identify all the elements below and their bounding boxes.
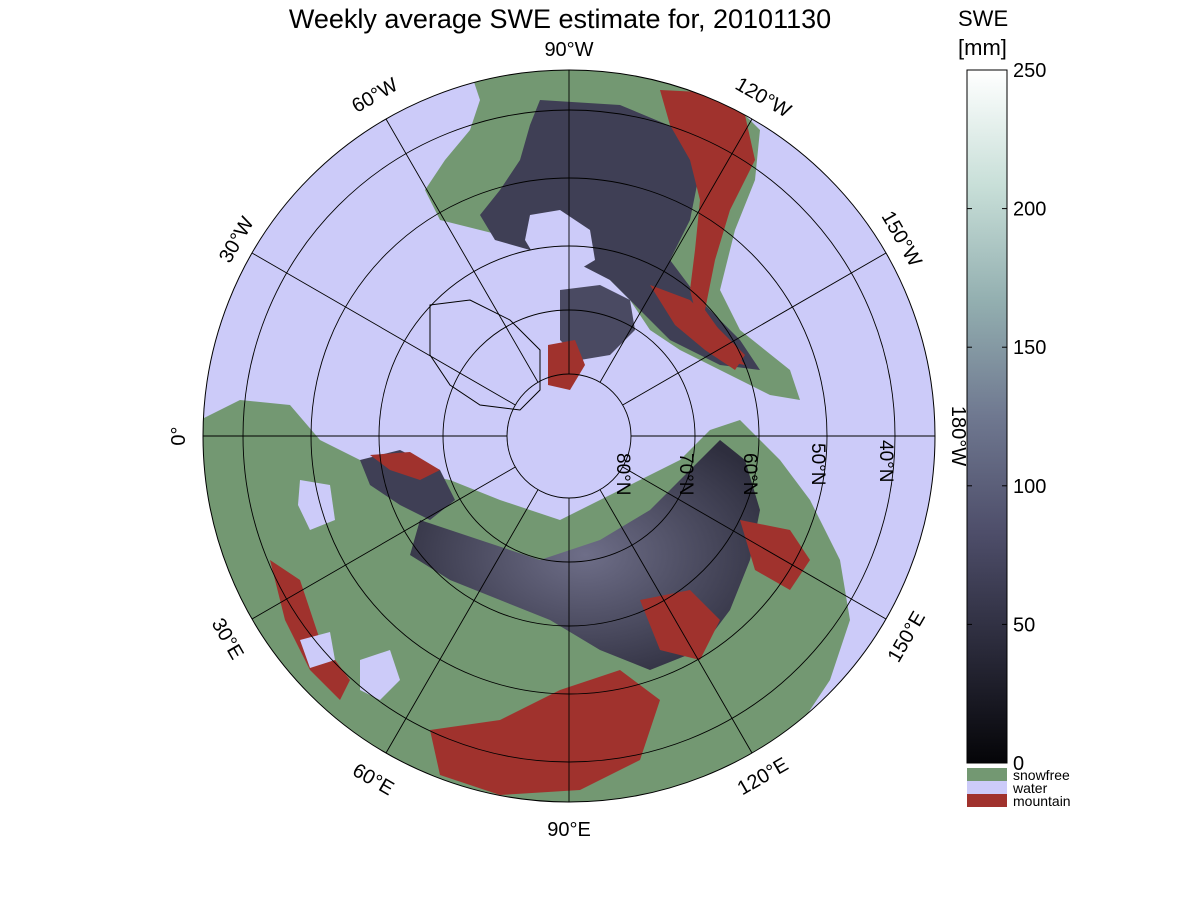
meridian-line — [622, 466, 887, 620]
colorbar-gradient — [966, 69, 1008, 764]
black-sea — [300, 632, 335, 668]
meridian-line — [385, 118, 539, 383]
arctic-islands — [560, 285, 635, 360]
colorbar-label-quantity: SWE — [958, 6, 1009, 31]
meridians — [203, 70, 935, 802]
legend-label-water: water — [1012, 780, 1048, 796]
greenland — [429, 299, 541, 411]
lon-label-0: 0° — [168, 426, 190, 445]
meridian-line — [251, 466, 516, 620]
legend-swatch-mountain — [967, 794, 1007, 807]
lon-label-120e: 120°E — [734, 754, 792, 800]
lon-label-90e: 90°E — [547, 819, 591, 841]
caspian-sea — [360, 650, 400, 700]
colorbar-title: SWE [mm] — [958, 4, 1008, 62]
himalaya-mountains — [430, 670, 660, 795]
colorbar-label-unit: [mm] — [958, 35, 1007, 60]
meridian-line — [622, 252, 887, 406]
colorbar-tick-label: 50 — [1013, 614, 1035, 636]
greenland-red — [548, 340, 585, 390]
hudson-bay — [525, 210, 595, 275]
colorbar-tick-label: 200 — [1013, 199, 1046, 221]
lon-label-60e: 60°E — [349, 759, 398, 800]
legend-swatch-water — [967, 781, 1007, 794]
lat-label-40: 40°N — [875, 440, 896, 482]
lat-label-80: 80°N — [612, 453, 633, 495]
legend-label-snowfree: snowfree — [1013, 767, 1070, 783]
alaska-mountains — [650, 285, 745, 370]
europe-mountains — [270, 560, 350, 700]
lon-label-60w: 60°W — [348, 74, 402, 118]
meridian-line — [599, 118, 753, 383]
meridian-line — [385, 489, 539, 754]
lat-label-60: 60°N — [739, 453, 760, 495]
colorbar-tick-label: 0 — [1013, 753, 1024, 775]
lon-label-30e: 30°E — [207, 615, 248, 664]
meridian-line — [599, 489, 753, 754]
colorbar-tick-label: 100 — [1013, 476, 1046, 498]
colorbar: 0 50 100 150 200 250 snowfree water mountain — [966, 60, 1071, 809]
colorbar-tick-label: 250 — [1013, 60, 1046, 82]
colorbar-tick-label: 150 — [1013, 337, 1046, 359]
colorbar-ticks: 0 50 100 150 200 250 — [967, 60, 1046, 775]
meridian-line — [251, 252, 516, 406]
lat-label-70: 70°N — [675, 453, 696, 495]
lon-label-180: 180°W — [947, 406, 969, 466]
rocky-mountains — [660, 90, 755, 365]
legend-label-mountain: mountain — [1013, 793, 1071, 809]
lat-label-50: 50°N — [807, 443, 828, 485]
map-title: Weekly average SWE estimate for, 2010113… — [288, 4, 832, 34]
baltic-sea — [298, 480, 335, 530]
latitude-labels: 80°N 70°N 60°N 50°N 40°N — [612, 440, 896, 495]
land-layer — [203, 70, 850, 802]
map-border — [202, 69, 936, 803]
central-asia-mountains — [640, 590, 720, 660]
scandinavia-mountains — [370, 452, 440, 480]
lon-label-90w: 90°W — [544, 39, 593, 61]
legend-swatch-snowfree — [967, 768, 1007, 781]
lon-label-150e: 150°E — [884, 608, 930, 666]
